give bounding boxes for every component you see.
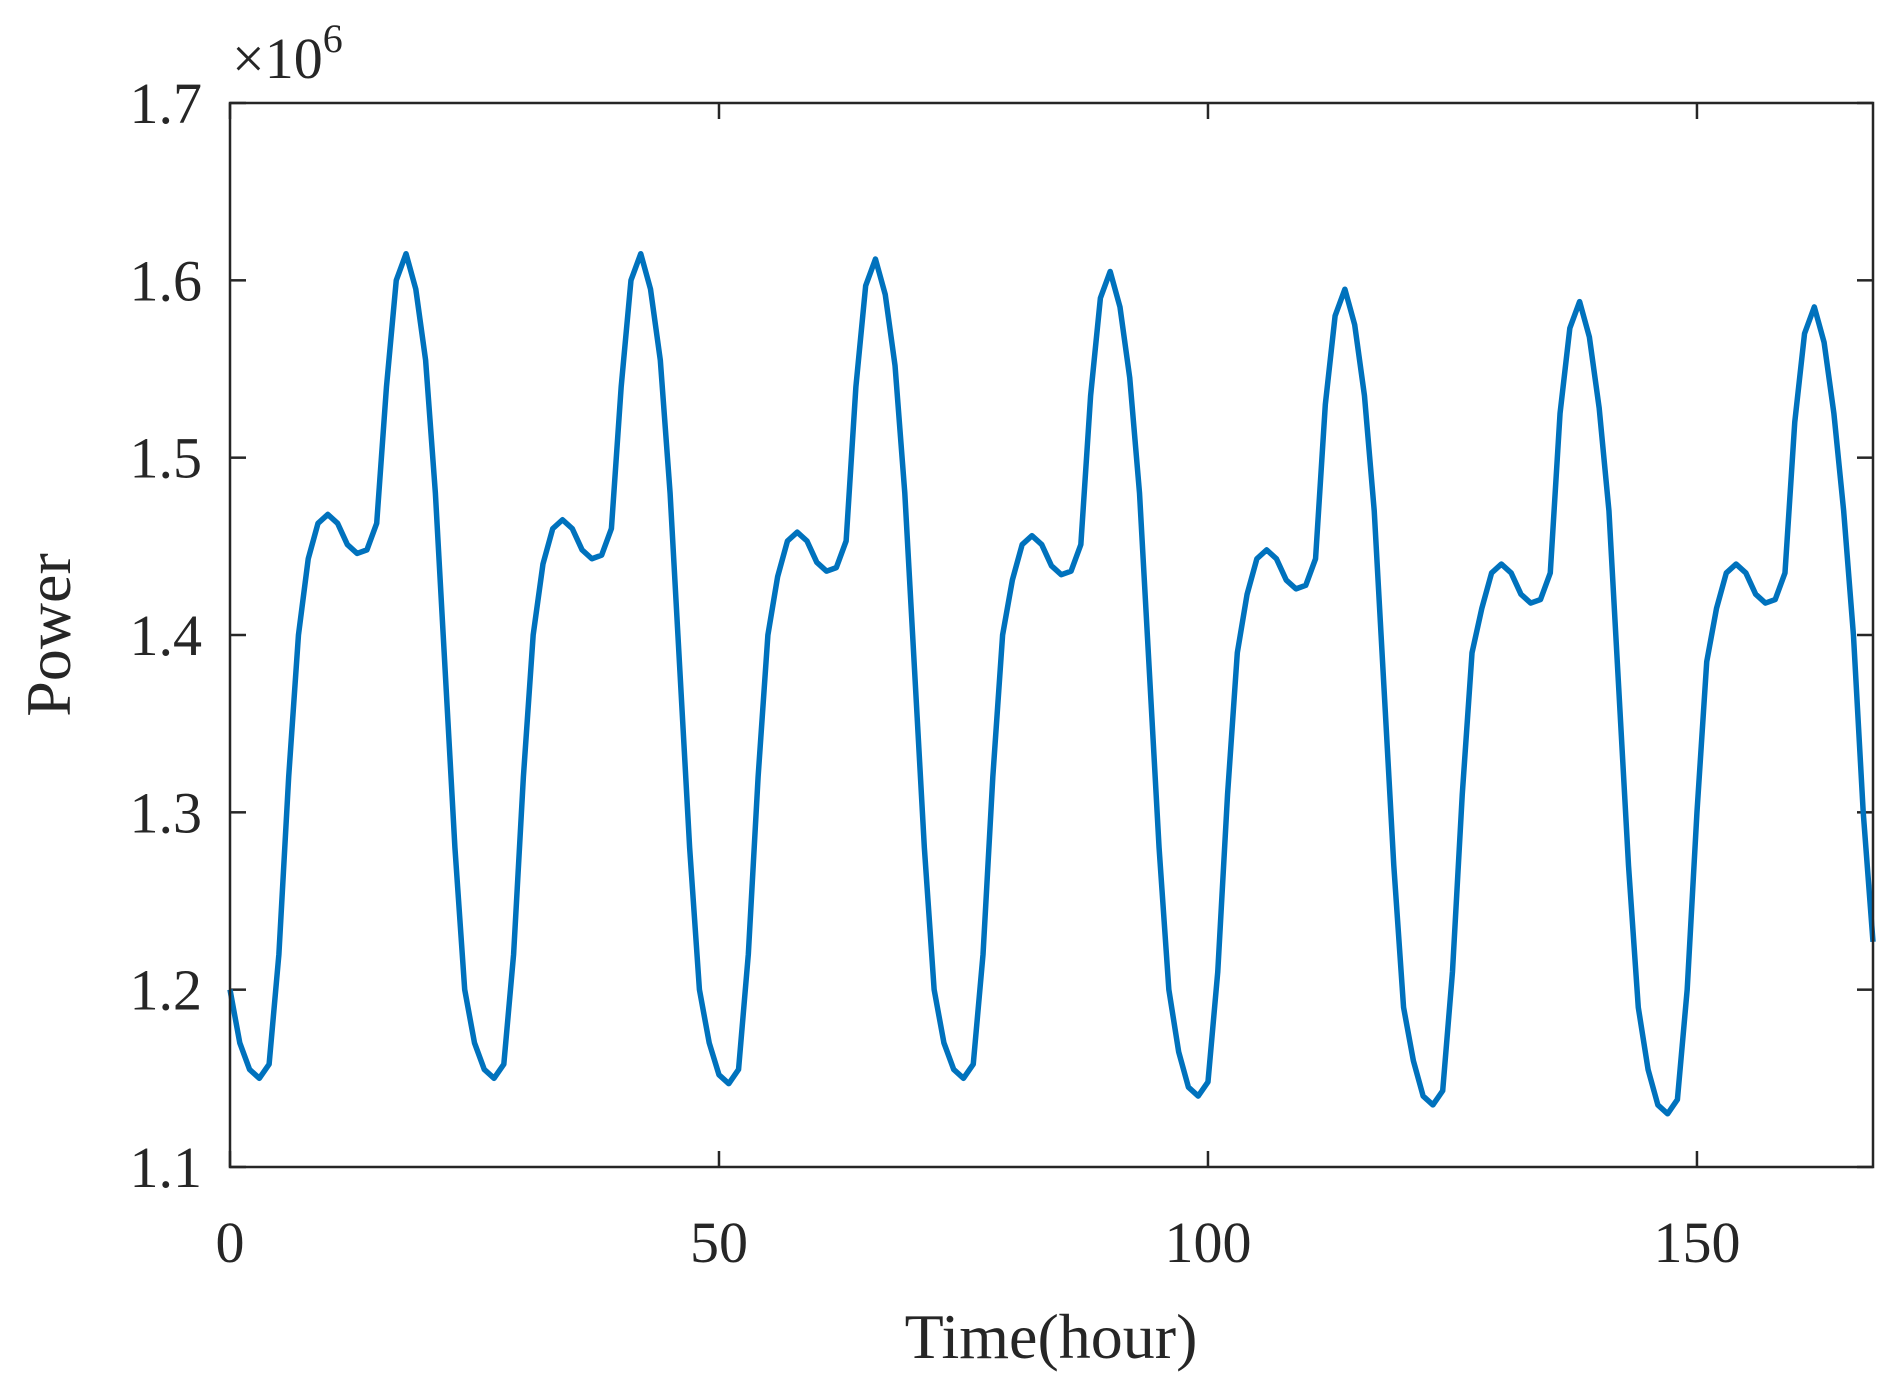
- data-line: [227, 250, 1876, 1117]
- y-tick-label: 1.6: [130, 248, 203, 313]
- x-tick-label: 100: [1164, 1210, 1251, 1275]
- y-tick-label: 1.2: [130, 958, 203, 1023]
- x-tick-label: 0: [216, 1210, 245, 1275]
- y-axis-label: Power: [13, 553, 84, 717]
- y-tick-label: 1.4: [130, 603, 203, 668]
- y-tick-label: 1.7: [130, 71, 203, 136]
- plot-frame: [228, 101, 1875, 1169]
- y-offset-base: ×10: [232, 26, 323, 91]
- x-axis-label: Time(hour): [905, 1301, 1198, 1372]
- y-tick-label: 1.1: [130, 1135, 203, 1200]
- y-offset-exponent: 6: [323, 16, 343, 61]
- x-tick-label: 150: [1653, 1210, 1740, 1275]
- x-tick-label: 50: [690, 1210, 748, 1275]
- y-tick-label: 1.5: [130, 426, 203, 491]
- y-offset-text: ×106: [232, 16, 343, 91]
- y-tick-label: 1.3: [130, 780, 203, 845]
